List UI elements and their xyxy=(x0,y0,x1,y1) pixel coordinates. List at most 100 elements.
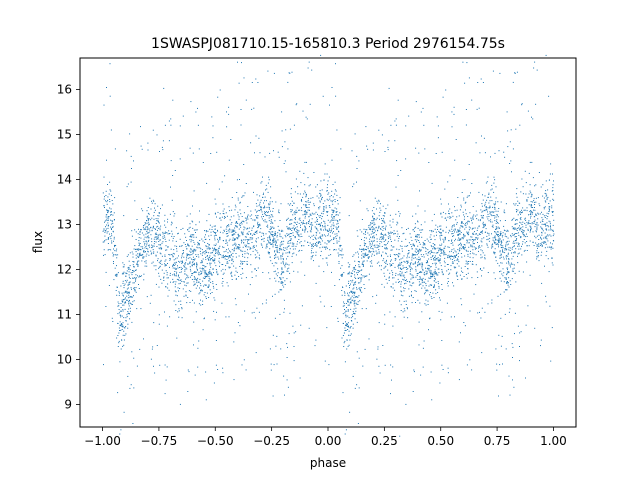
scatter-point xyxy=(482,210,484,212)
scatter-point xyxy=(312,213,314,215)
scatter-point xyxy=(168,140,170,142)
scatter-point xyxy=(215,265,217,267)
scatter-point xyxy=(460,242,461,244)
scatter-point xyxy=(123,264,125,266)
scatter-point xyxy=(530,229,532,230)
scatter-point xyxy=(114,219,115,220)
scatter-point xyxy=(507,230,509,232)
scatter-point xyxy=(341,337,343,339)
scatter-point xyxy=(428,285,430,287)
scatter-point xyxy=(536,226,538,228)
scatter-point xyxy=(552,240,554,241)
scatter-point xyxy=(358,160,360,162)
scatter-point xyxy=(134,290,136,292)
scatter-point xyxy=(442,229,444,231)
scatter-point xyxy=(326,173,328,175)
scatter-point xyxy=(498,237,500,239)
scatter-point xyxy=(257,199,259,201)
scatter-point xyxy=(453,106,455,108)
scatter-point xyxy=(289,248,291,250)
scatter-point xyxy=(530,230,531,232)
scatter-point xyxy=(214,249,216,251)
scatter-point xyxy=(278,281,280,283)
scatter-point xyxy=(258,224,260,226)
scatter-point xyxy=(209,262,211,264)
scatter-point xyxy=(236,221,238,223)
scatter-point xyxy=(233,248,235,250)
scatter-point xyxy=(313,260,314,262)
scatter-point xyxy=(417,205,419,207)
scatter-point xyxy=(181,317,183,319)
scatter-point xyxy=(233,239,235,241)
scatter-point xyxy=(113,212,115,214)
scatter-point xyxy=(138,284,139,285)
scatter-point xyxy=(381,232,382,234)
scatter-point xyxy=(114,148,116,150)
scatter-point xyxy=(462,61,464,63)
scatter-point xyxy=(339,250,341,252)
scatter-point xyxy=(299,209,301,211)
scatter-point xyxy=(481,245,483,247)
scatter-point xyxy=(161,146,163,148)
scatter-point xyxy=(275,233,277,235)
scatter-point xyxy=(107,238,109,239)
scatter-point xyxy=(535,237,537,239)
scatter-point xyxy=(235,278,237,280)
scatter-point xyxy=(316,218,318,220)
scatter-point xyxy=(244,250,246,252)
scatter-point xyxy=(370,222,372,224)
scatter-point xyxy=(219,265,220,267)
scatter-point xyxy=(254,219,256,221)
scatter-point xyxy=(246,217,248,219)
scatter-point xyxy=(156,226,158,228)
scatter-point xyxy=(339,236,341,238)
scatter-point xyxy=(530,217,531,219)
scatter-point xyxy=(241,232,243,234)
scatter-point xyxy=(416,241,417,243)
scatter-point xyxy=(524,236,526,238)
scatter-point xyxy=(366,246,367,248)
scatter-point xyxy=(401,275,403,277)
scatter-point xyxy=(202,162,204,163)
scatter-point xyxy=(538,172,540,173)
scatter-point xyxy=(384,212,386,214)
scatter-point xyxy=(259,201,261,203)
scatter-point xyxy=(208,252,210,254)
scatter-point xyxy=(349,411,351,413)
scatter-point xyxy=(184,269,186,271)
scatter-point xyxy=(385,208,387,210)
scatter-point xyxy=(333,216,335,217)
scatter-point xyxy=(155,265,157,267)
scatter-point xyxy=(219,213,221,215)
scatter-point xyxy=(441,272,443,274)
scatter-point xyxy=(333,211,335,213)
scatter-point xyxy=(453,255,455,257)
scatter-point xyxy=(186,215,188,217)
scatter-point xyxy=(225,240,227,242)
scatter-point xyxy=(496,219,498,221)
scatter-point xyxy=(553,199,555,201)
scatter-point xyxy=(520,213,521,215)
scatter-point xyxy=(180,304,182,305)
scatter-point xyxy=(433,244,435,246)
scatter-point xyxy=(434,228,436,230)
scatter-point xyxy=(378,365,380,367)
scatter-point xyxy=(158,314,160,316)
scatter-point xyxy=(204,239,206,240)
scatter-point xyxy=(512,252,514,254)
scatter-point xyxy=(380,269,382,271)
scatter-point xyxy=(552,190,554,191)
scatter-point xyxy=(194,258,196,260)
scatter-point xyxy=(468,226,470,228)
scatter-point xyxy=(144,222,146,224)
scatter-point xyxy=(483,137,485,139)
scatter-point xyxy=(129,252,131,254)
scatter-point xyxy=(204,317,205,319)
scatter-point xyxy=(542,184,544,186)
scatter-point xyxy=(221,181,223,183)
scatter-point xyxy=(321,197,323,199)
scatter-point xyxy=(264,156,266,158)
scatter-point xyxy=(541,220,543,222)
scatter-point xyxy=(477,237,479,239)
scatter-point xyxy=(187,263,189,265)
